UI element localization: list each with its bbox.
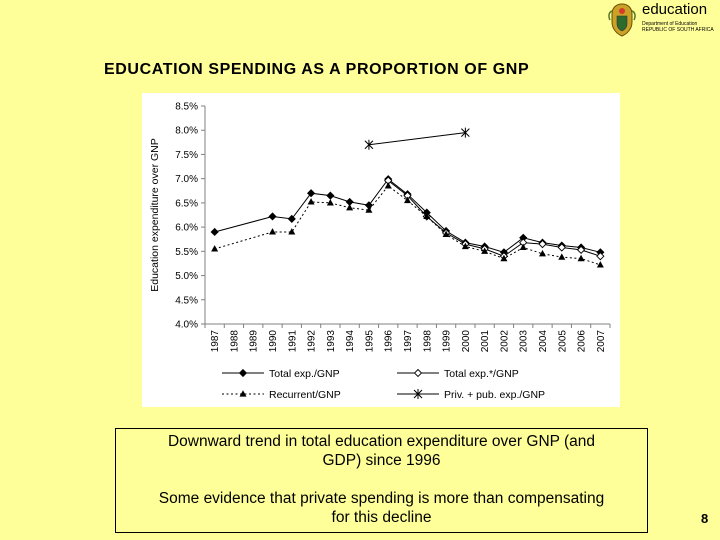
data-point-series-3 — [539, 249, 546, 257]
line-chart: 4.0% 4.5% 5.0% 5.5% 6.0% 6.5% 7.0% 7.5% 8.0% 8.5%… — [149, 102, 611, 401]
summary-paragraph-2: Some evidence that private spending is m… — [116, 489, 647, 527]
y-tick-label: 7.0% — [175, 174, 198, 185]
y-tick-label: 7.5% — [175, 150, 198, 161]
data-point-series-3 — [519, 243, 527, 251]
legend-marker-3 — [239, 390, 247, 397]
y-tick-label: 6.0% — [175, 223, 198, 234]
data-point-series-2 — [538, 239, 547, 249]
legend-label-1: Total exp./GNP — [269, 368, 340, 380]
y-tick-label: 8.5% — [175, 102, 198, 113]
x-tick-label: 1993 — [326, 330, 337, 353]
data-point-series-3 — [596, 261, 604, 268]
data-point-series-3 — [558, 253, 566, 260]
x-tick-label: 1987 — [210, 330, 221, 353]
logo-brand-text: education — [642, 1, 708, 18]
legend-label-2: Total exp.*/GNP — [444, 368, 519, 380]
data-point-series-1 — [210, 227, 219, 237]
data-point-series-1 — [307, 189, 316, 198]
y-tick-label: 6.5% — [175, 198, 198, 209]
legend-marker-4 — [413, 389, 423, 399]
x-tick-label: 2003 — [519, 330, 530, 353]
x-tick-label: 1998 — [422, 330, 433, 353]
data-point-series-3 — [481, 247, 489, 254]
slide-title: EDUCATION SPENDING AS A PROPORTION OF GN… — [104, 61, 530, 78]
summary-line-4: for this decline — [331, 509, 432, 526]
data-point-series-1 — [326, 191, 335, 200]
y-tick-label: 4.0% — [175, 320, 198, 331]
x-tick-label: 1995 — [364, 330, 375, 353]
logo-republic-text: REPUBLIC OF SOUTH AFRICA — [642, 27, 714, 33]
summary-line-2: GDP) since 1996 — [322, 452, 441, 469]
x-tick-label: 1989 — [249, 330, 260, 353]
data-point-series-3 — [423, 212, 431, 220]
x-tick-label: 2004 — [538, 330, 549, 353]
x-tick-label: 2002 — [499, 330, 510, 353]
x-tick-label: 2006 — [577, 330, 588, 353]
x-tick-label: 2001 — [480, 330, 491, 353]
series-line-2 — [387, 180, 601, 257]
data-point-series-4 — [461, 127, 470, 138]
logo-department-text: Department of Education — [642, 21, 698, 27]
legend-marker-1 — [238, 368, 248, 378]
legend-label-3: Recurrent/GNP — [269, 389, 341, 401]
x-tick-label: 2000 — [461, 330, 472, 353]
x-tick-label: 1999 — [442, 330, 453, 353]
coat-of-arms-icon — [608, 3, 636, 37]
x-tick-label: 2007 — [596, 330, 607, 353]
summary-line-3: Some evidence that private spending is m… — [158, 490, 605, 507]
x-tick-label: 2005 — [557, 330, 568, 353]
legend-marker-2 — [413, 368, 423, 378]
x-tick-label: 1997 — [403, 330, 414, 353]
summary-line-1: Downward trend in total education expend… — [167, 433, 596, 450]
data-point-series-3 — [442, 230, 450, 237]
data-point-series-4 — [364, 139, 374, 150]
summary-textbox: Downward trend in total education expend… — [115, 428, 648, 533]
data-point-series-3 — [346, 203, 354, 211]
y-tick-label: 4.5% — [175, 295, 198, 306]
data-point-series-2 — [557, 243, 566, 252]
data-point-series-3 — [211, 245, 219, 252]
series-line-4 — [368, 132, 466, 146]
data-point-series-2 — [596, 252, 605, 261]
data-point-series-3 — [404, 196, 411, 204]
x-tick-label: 1996 — [384, 330, 395, 353]
y-tick-label: 5.5% — [175, 247, 198, 258]
data-point-series-3 — [288, 228, 296, 235]
x-tick-label: 1988 — [229, 330, 240, 353]
data-point-series-3 — [326, 199, 334, 206]
x-tick-label: 1991 — [287, 330, 298, 353]
data-point-series-3 — [577, 254, 585, 262]
data-point-series-3 — [384, 182, 392, 189]
y-axis-label: Education expenditure over GNP — [149, 138, 161, 292]
data-point-series-3 — [461, 242, 469, 250]
data-point-series-1 — [287, 214, 296, 223]
x-tick-label: 1992 — [307, 330, 318, 353]
data-point-series-2 — [576, 245, 586, 255]
data-point-series-3 — [269, 228, 276, 235]
data-point-series-3 — [500, 254, 508, 262]
data-point-series-3 — [365, 206, 373, 213]
data-point-series-1 — [268, 212, 277, 221]
department-logo: education Department of Education REPUBL… — [606, 1, 718, 38]
page-number: 8 — [701, 511, 709, 526]
chart-container: 4.0% 4.5% 5.0% 5.5% 6.0% 6.5% 7.0% 7.5% 8.0% 8.5%… — [142, 93, 620, 407]
x-tick-label: 1994 — [345, 330, 356, 353]
summary-paragraph-1: Downward trend in total education expend… — [116, 432, 647, 470]
x-tick-label: 1990 — [268, 330, 279, 353]
legend-label-4: Priv. + pub. exp./GNP — [444, 389, 545, 401]
y-tick-label: 5.0% — [175, 271, 198, 282]
y-tick-label: 8.0% — [175, 126, 198, 137]
data-point-series-3 — [307, 198, 315, 205]
